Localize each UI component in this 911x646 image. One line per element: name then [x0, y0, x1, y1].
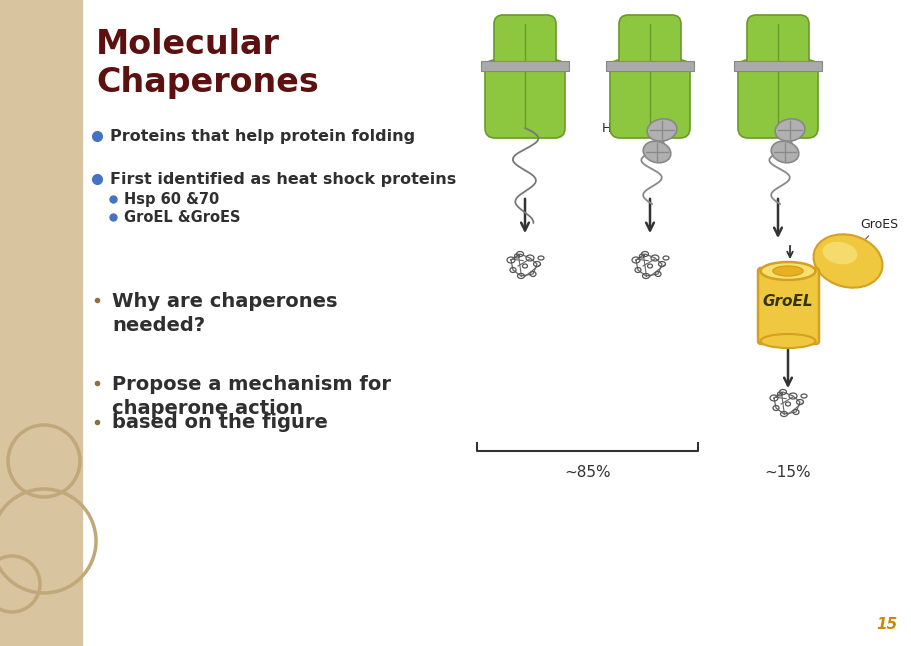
Text: Proteins that help protein folding: Proteins that help protein folding: [110, 129, 415, 143]
Text: GroEL: GroEL: [762, 293, 813, 309]
Text: ~85%: ~85%: [564, 465, 610, 480]
Bar: [605, 61, 693, 71]
Bar: [0, 0, 82, 646]
Bar: [480, 61, 568, 71]
FancyBboxPatch shape: [737, 60, 817, 138]
Ellipse shape: [642, 141, 670, 163]
Text: (b): (b): [639, 21, 660, 37]
FancyBboxPatch shape: [757, 268, 818, 344]
Ellipse shape: [813, 234, 882, 287]
Ellipse shape: [771, 141, 798, 163]
Text: (a): (a): [514, 21, 535, 37]
Ellipse shape: [774, 119, 804, 141]
Text: 15: 15: [875, 617, 897, 632]
FancyBboxPatch shape: [485, 60, 565, 138]
Text: ~15%: ~15%: [763, 465, 811, 480]
Ellipse shape: [760, 334, 814, 348]
Text: Hsp70: Hsp70: [601, 121, 659, 134]
Ellipse shape: [647, 119, 676, 141]
Text: GroES: GroES: [851, 218, 897, 254]
Ellipse shape: [772, 266, 803, 276]
Text: Why are chaperones
needed?: Why are chaperones needed?: [112, 292, 337, 335]
FancyBboxPatch shape: [494, 15, 556, 71]
Text: based on the figure: based on the figure: [112, 413, 328, 432]
Text: Propose a mechanism for
chaperone action: Propose a mechanism for chaperone action: [112, 375, 391, 417]
Text: First identified as heat shock proteins: First identified as heat shock proteins: [110, 171, 456, 187]
Text: Hsp 60 &70: Hsp 60 &70: [124, 191, 219, 207]
Text: Molecular
Chaperones: Molecular Chaperones: [96, 28, 319, 99]
FancyBboxPatch shape: [619, 15, 681, 71]
Bar: [733, 61, 821, 71]
FancyBboxPatch shape: [609, 60, 690, 138]
FancyBboxPatch shape: [746, 15, 808, 71]
Text: GroEL &GroES: GroEL &GroES: [124, 209, 241, 225]
Text: (c): (c): [767, 21, 787, 37]
Ellipse shape: [760, 262, 814, 280]
Ellipse shape: [822, 242, 856, 264]
